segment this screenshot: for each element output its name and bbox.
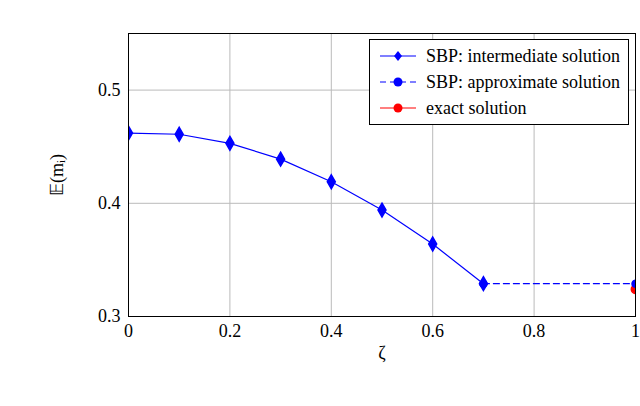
html-text:SBP: approximate solution: SBP: approximate solution bbox=[426, 71, 620, 92]
svg-text:0: 0 bbox=[124, 321, 133, 341]
svg-text:ζ: ζ bbox=[378, 343, 386, 363]
svg-text:0.6: 0.6 bbox=[421, 321, 444, 341]
svg-text:0.4: 0.4 bbox=[98, 193, 121, 213]
html-text:SBP: intermediate solution: SBP: intermediate solution bbox=[426, 45, 620, 66]
svg-text:𝔼(mᵢ): 𝔼(mᵢ) bbox=[47, 154, 68, 196]
svg-text:0.8: 0.8 bbox=[523, 321, 546, 341]
svg-text:0.2: 0.2 bbox=[219, 321, 242, 341]
svg-text:0.3: 0.3 bbox=[98, 306, 121, 326]
svg-text:1: 1 bbox=[631, 321, 640, 341]
html-text:exact solution: exact solution bbox=[426, 97, 527, 118]
svg-text:0.5: 0.5 bbox=[98, 80, 121, 100]
svg-text:0.4: 0.4 bbox=[320, 321, 343, 341]
